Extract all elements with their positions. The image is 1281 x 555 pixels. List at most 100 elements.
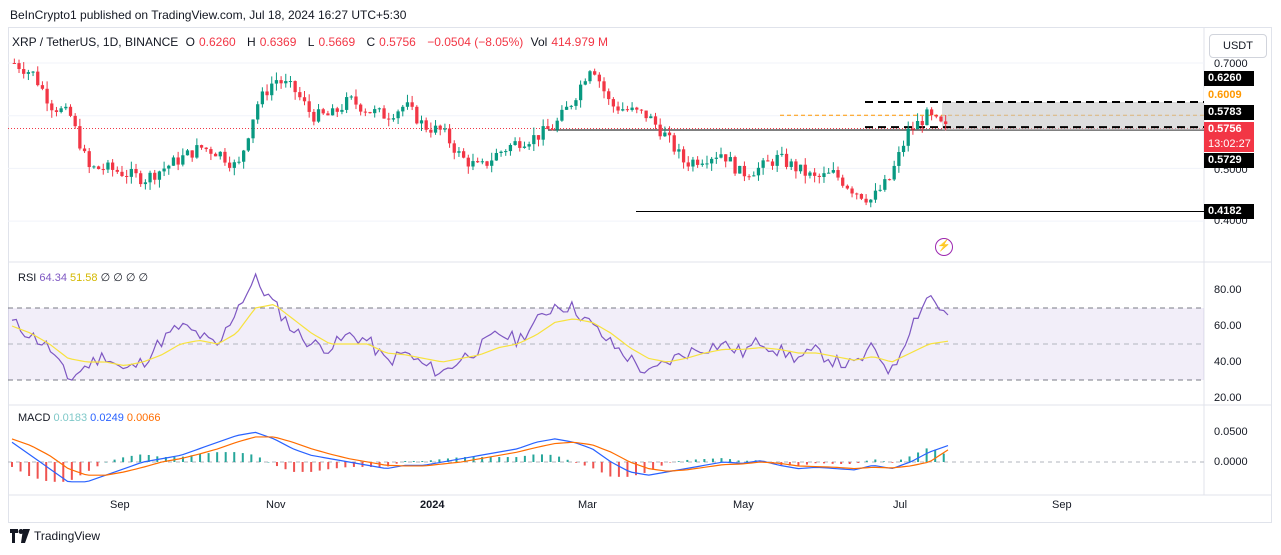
candle-body: [45, 88, 49, 104]
macd-histogram-bar: [489, 457, 492, 462]
candle-body: [583, 81, 587, 85]
candle-body: [864, 198, 868, 203]
macd-histogram-bar: [241, 453, 244, 462]
candle-body: [293, 81, 297, 93]
high-value: 0.6369: [259, 35, 297, 49]
footer-brand: TradingView: [34, 529, 101, 543]
candle-body: [377, 108, 382, 110]
candle-body: [944, 121, 948, 125]
time-tick-sep-2024: Sep: [1052, 499, 1072, 511]
macd-histogram-bar: [45, 462, 48, 481]
rsi-legend: RSI 64.34 51.58 ∅ ∅ ∅ ∅: [18, 271, 148, 284]
candle-body: [185, 150, 190, 156]
macd-histogram-bar: [327, 462, 330, 470]
candle-body: [256, 104, 260, 120]
macd-histogram-bar: [797, 462, 800, 466]
currency-button[interactable]: USDT: [1209, 34, 1267, 58]
macd-histogram-bar: [523, 455, 526, 462]
candle-body: [719, 154, 723, 158]
candle-body: [59, 108, 63, 113]
macd-histogram-bar: [711, 458, 714, 462]
event-bolt-icon[interactable]: ⚡: [935, 238, 953, 256]
candle-body: [929, 109, 934, 116]
candle-body: [635, 107, 639, 110]
candle-body: [817, 175, 821, 177]
macd-histogram-bar: [558, 456, 561, 462]
candle-body: [831, 170, 835, 173]
candle-body: [12, 63, 16, 64]
candle-body: [139, 173, 143, 185]
candle-body: [260, 91, 265, 105]
macd-histogram-bar: [720, 458, 723, 462]
macd-histogram-bar: [267, 461, 270, 463]
macd-histogram-bar: [199, 453, 202, 462]
candle-body: [564, 106, 569, 110]
macd-histogram-bar: [600, 462, 603, 473]
rsi-ma-line: [11, 304, 949, 366]
resistance-box: [942, 101, 1204, 130]
macd-histogram-bar: [301, 462, 304, 472]
macd-histogram-bar: [28, 462, 31, 476]
candle-body: [522, 146, 527, 148]
candle-body: [859, 193, 864, 199]
candle-body: [710, 158, 714, 164]
candle-body: [359, 104, 363, 112]
rsi-ma-value: 51.58: [70, 272, 98, 284]
rsi-label[interactable]: RSI: [18, 272, 37, 284]
macd-histogram-bar: [865, 460, 868, 462]
macd-histogram-bar: [96, 462, 99, 467]
macd-histogram-bar: [566, 459, 569, 462]
volume-value: 414.979 M: [551, 35, 609, 49]
candle-body: [237, 161, 241, 163]
macd-label[interactable]: MACD: [18, 412, 51, 424]
macd-histogram-bar: [344, 462, 347, 468]
candle-body: [593, 71, 597, 75]
macd-histogram-bar: [737, 460, 740, 462]
candle-body: [663, 132, 667, 137]
candle-body: [316, 109, 321, 122]
candle-body: [134, 168, 138, 174]
macd-histogram-bar: [190, 455, 193, 462]
candle-body: [349, 96, 353, 98]
open-value: 0.6260: [198, 35, 236, 49]
candle-body: [120, 171, 124, 176]
macd-line: [11, 431, 949, 483]
candle-body: [26, 72, 31, 74]
macd-tick-0: 0.0000: [1214, 456, 1248, 468]
rsi-tick-80: 80.00: [1214, 284, 1242, 296]
candle-body: [555, 120, 559, 130]
candle-body: [560, 109, 564, 121]
candle-body: [373, 109, 377, 114]
macd-histogram-bar: [677, 461, 680, 462]
symbol-name[interactable]: XRP / TetherUS, 1D, BINANCE: [12, 35, 179, 49]
time-tick-may: May: [733, 499, 754, 511]
close-label: C: [366, 35, 376, 49]
macd-histogram-bar: [848, 462, 851, 464]
candle-body: [424, 120, 428, 130]
candle-body: [312, 111, 316, 122]
rsi-tick-40: 40.00: [1214, 356, 1242, 368]
candle-body: [789, 161, 793, 167]
signal-value: 0.0066: [126, 412, 161, 424]
candle-body: [302, 97, 307, 102]
candle-body: [466, 157, 470, 167]
macd-hist-value: 0.0183: [53, 412, 88, 424]
macd-histogram-bar: [908, 456, 911, 462]
macd-histogram-bar: [113, 459, 116, 462]
candle-body: [415, 106, 419, 124]
ohlc-legend: XRP / TetherUS, 1D, BINANCE O 0.6260 H 0.6…: [12, 35, 616, 49]
macd-histogram-bar: [823, 462, 826, 464]
time-tick-sep: Sep: [110, 499, 130, 511]
candle-body: [546, 126, 550, 130]
candle-body: [607, 91, 611, 100]
candle-body: [494, 152, 499, 161]
candle-body: [227, 162, 232, 168]
macd-histogram-bar: [652, 462, 655, 470]
candle-body: [251, 119, 255, 139]
macd-histogram-bar: [891, 462, 894, 463]
macd-histogram-bar: [729, 459, 732, 462]
candle-body: [64, 106, 68, 109]
macd-tick-0.05: 0.0500: [1214, 426, 1248, 438]
macd-histogram-bar: [421, 461, 424, 462]
